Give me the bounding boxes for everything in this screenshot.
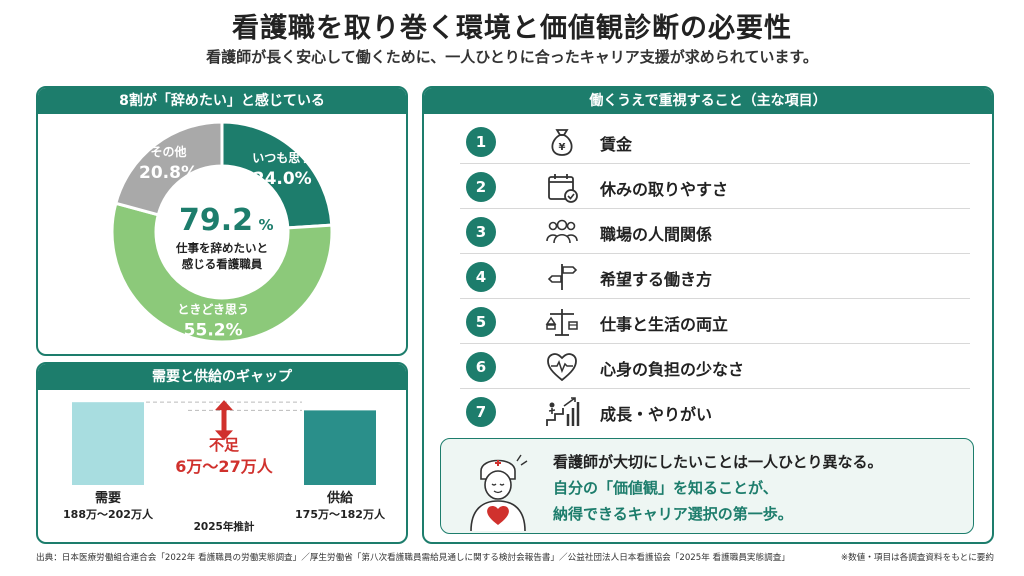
- slice-value-label: 24.0%: [253, 169, 312, 189]
- gap-arrow-down: [215, 430, 233, 441]
- item-number: 3: [466, 217, 496, 247]
- priority-item-2: 2 休みの取りやすさ: [460, 165, 970, 209]
- money-bag-icon: ¥: [551, 129, 573, 156]
- shortage-range: 6万〜27万人: [175, 457, 273, 476]
- callout-line-1: 看護師が大切にしたいことは一人ひとり異なる。: [553, 453, 883, 471]
- source-footnote: 出典：日本医療労働組合連合会「2022年 看護職員の労働実態調査」／厚生労働省「…: [36, 553, 790, 563]
- balance-scale-icon: [545, 309, 578, 336]
- summary-note: ※数値・項目は各調査資料をもとに要約: [840, 553, 994, 563]
- priorities-panel: 働くうえで重視すること（主な項目） 1 ¥ 賃金 2 休みの取りやすさ 3: [422, 86, 994, 544]
- slice-value-label: 20.8%: [139, 163, 198, 183]
- center-caption-line-1: 仕事を辞めたいと: [175, 241, 268, 255]
- center-caption-line-2: 感じる看護職員: [182, 257, 263, 271]
- priority-item-4: 4 希望する働き方: [460, 255, 970, 299]
- shortage-label: 不足: [209, 436, 240, 454]
- supply-label: 供給: [326, 490, 354, 506]
- heart-pulse-icon: [547, 353, 577, 382]
- item-number: 1: [466, 127, 496, 157]
- svg-text:¥: ¥: [559, 142, 566, 153]
- resignation-panel-heading: 8割が「辞めたい」と感じている: [38, 88, 406, 114]
- center-unit: %: [258, 216, 273, 234]
- resignation-panel: 8割が「辞めたい」と感じている いつも思う 24.0% ときどき思う 55.2% その他…: [36, 86, 408, 356]
- priority-item-1: 1 ¥ 賃金: [460, 120, 970, 164]
- page-subtitle: 看護師が長く安心して働くために、一人ひとりに合ったキャリア支援が求められています…: [206, 48, 818, 66]
- priority-item-6: 6 心身の負担の少なさ: [460, 345, 970, 389]
- page-title: 看護職を取り巻く環境と価値観診断の必要性: [232, 13, 792, 44]
- priority-item-5: 5 仕事と生活の両立: [460, 300, 970, 344]
- slice-value-label: 55.2%: [184, 321, 243, 341]
- supply-demand-panel: 需要と供給のギャップ 不足 6万〜27万人需要 188万〜202万人 供給 175万〜1…: [36, 362, 408, 544]
- gap-arrow-up: [215, 400, 233, 411]
- growth-stairs-icon: [546, 397, 580, 426]
- supply-bar: [304, 410, 376, 485]
- estimate-note: 2025年推計: [194, 520, 255, 533]
- nurse-illustration-icon: [470, 454, 528, 531]
- people-group-icon: [546, 219, 578, 244]
- slice-name-label: ときどき思う: [177, 303, 249, 317]
- supply-demand-panel-heading: 需要と供給のギャップ: [38, 364, 406, 390]
- slice-name-label: いつも思う: [252, 151, 312, 165]
- calendar-check-icon: [548, 174, 578, 203]
- item-label: 職場の人間関係: [600, 225, 713, 244]
- item-label: 心身の負担の少なさ: [600, 360, 745, 379]
- center-value: 79.2: [179, 203, 253, 238]
- item-number: 7: [466, 397, 496, 427]
- callout-line-3: 納得できるキャリア選択の第一歩。: [553, 505, 793, 523]
- demand-range: 188万〜202万人: [63, 507, 154, 521]
- item-label: 希望する働き方: [600, 270, 713, 289]
- item-label: 仕事と生活の両立: [600, 315, 729, 334]
- item-number: 2: [466, 172, 496, 202]
- supply-range: 175万〜182万人: [295, 507, 386, 521]
- demand-bar: [72, 402, 144, 485]
- donut-chart: いつも思う 24.0% ときどき思う 55.2% その他 20.8% 79.2 % 仕事を辞めた…: [110, 120, 334, 344]
- donut-slice: [113, 120, 224, 217]
- priorities-panel-heading: 働くうえで重視すること（主な項目）: [424, 88, 992, 114]
- item-label: 成長・やりがい: [600, 405, 713, 424]
- item-label: 休みの取りやすさ: [600, 180, 729, 199]
- callout-line-2: 自分の「価値観」を知ることが、: [553, 479, 778, 497]
- item-number: 4: [466, 262, 496, 292]
- item-number: 6: [466, 352, 496, 382]
- demand-label: 需要: [95, 491, 121, 506]
- priority-item-3: 3 職場の人間関係: [460, 210, 970, 254]
- callout-box: 看護師が大切にしたいことは一人ひとり異なる。 自分の「価値観」を知ることが、 納…: [440, 438, 974, 534]
- signpost-icon: [547, 264, 578, 290]
- item-label: 賃金: [600, 135, 633, 154]
- donut-slice: [110, 201, 334, 344]
- item-number: 5: [466, 307, 496, 337]
- priority-item-7: 7 成長・やりがい: [460, 390, 970, 434]
- slice-name-label: その他: [150, 144, 186, 159]
